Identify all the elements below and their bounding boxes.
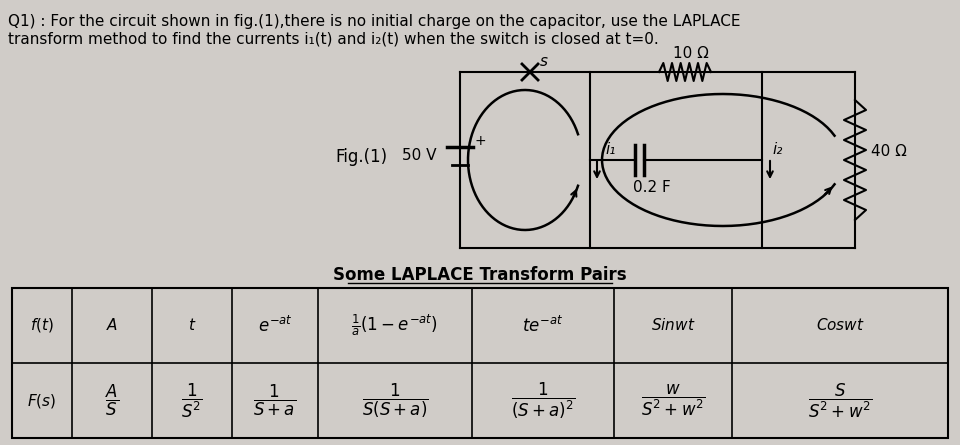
Text: +: +: [475, 134, 487, 148]
Text: $\dfrac{1}{S^2}$: $\dfrac{1}{S^2}$: [181, 381, 203, 420]
Text: $\dfrac{1}{(S+a)^2}$: $\dfrac{1}{(S+a)^2}$: [511, 380, 575, 421]
Text: 50 V: 50 V: [402, 147, 437, 162]
Bar: [12, 288, 948, 438]
Text: s: s: [540, 54, 548, 69]
Text: $F(s)$: $F(s)$: [28, 392, 57, 409]
Text: i₁: i₁: [605, 142, 615, 158]
Text: $\dfrac{1}{S(S+a)}$: $\dfrac{1}{S(S+a)}$: [362, 381, 428, 420]
Text: 40 Ω: 40 Ω: [871, 145, 907, 159]
Text: $f(t)$: $f(t)$: [30, 316, 54, 335]
Text: $t$: $t$: [188, 317, 196, 333]
Text: $te^{-at}$: $te^{-at}$: [522, 316, 564, 336]
Text: $\dfrac{w}{S^2+w^2}$: $\dfrac{w}{S^2+w^2}$: [640, 383, 706, 418]
Text: $\dfrac{A}{S}$: $\dfrac{A}{S}$: [105, 383, 119, 418]
Text: Fig.(1): Fig.(1): [335, 148, 387, 166]
Text: $Coswt$: $Coswt$: [816, 317, 864, 333]
Text: i₂: i₂: [772, 142, 782, 158]
Text: $e^{-at}$: $e^{-at}$: [257, 316, 293, 336]
Text: $Sinwt$: $Sinwt$: [651, 317, 695, 333]
Text: Q1) : For the circuit shown in fig.(1),there is no initial charge on the capacit: Q1) : For the circuit shown in fig.(1),t…: [8, 14, 740, 29]
Text: 10 Ω: 10 Ω: [673, 46, 708, 61]
Text: $A$: $A$: [106, 317, 118, 333]
Text: transform method to find the currents i₁(t) and i₂(t) when the switch is closed : transform method to find the currents i₁…: [8, 32, 659, 47]
Text: Some LAPLACE Transform Pairs: Some LAPLACE Transform Pairs: [333, 266, 627, 284]
Text: $\dfrac{1}{S+a}$: $\dfrac{1}{S+a}$: [253, 383, 297, 418]
Text: 0.2 F: 0.2 F: [633, 180, 671, 195]
Text: $\dfrac{S}{S^2+w^2}$: $\dfrac{S}{S^2+w^2}$: [807, 381, 873, 420]
Text: $\frac{1}{a}(1-e^{-at})$: $\frac{1}{a}(1-e^{-at})$: [351, 313, 439, 338]
